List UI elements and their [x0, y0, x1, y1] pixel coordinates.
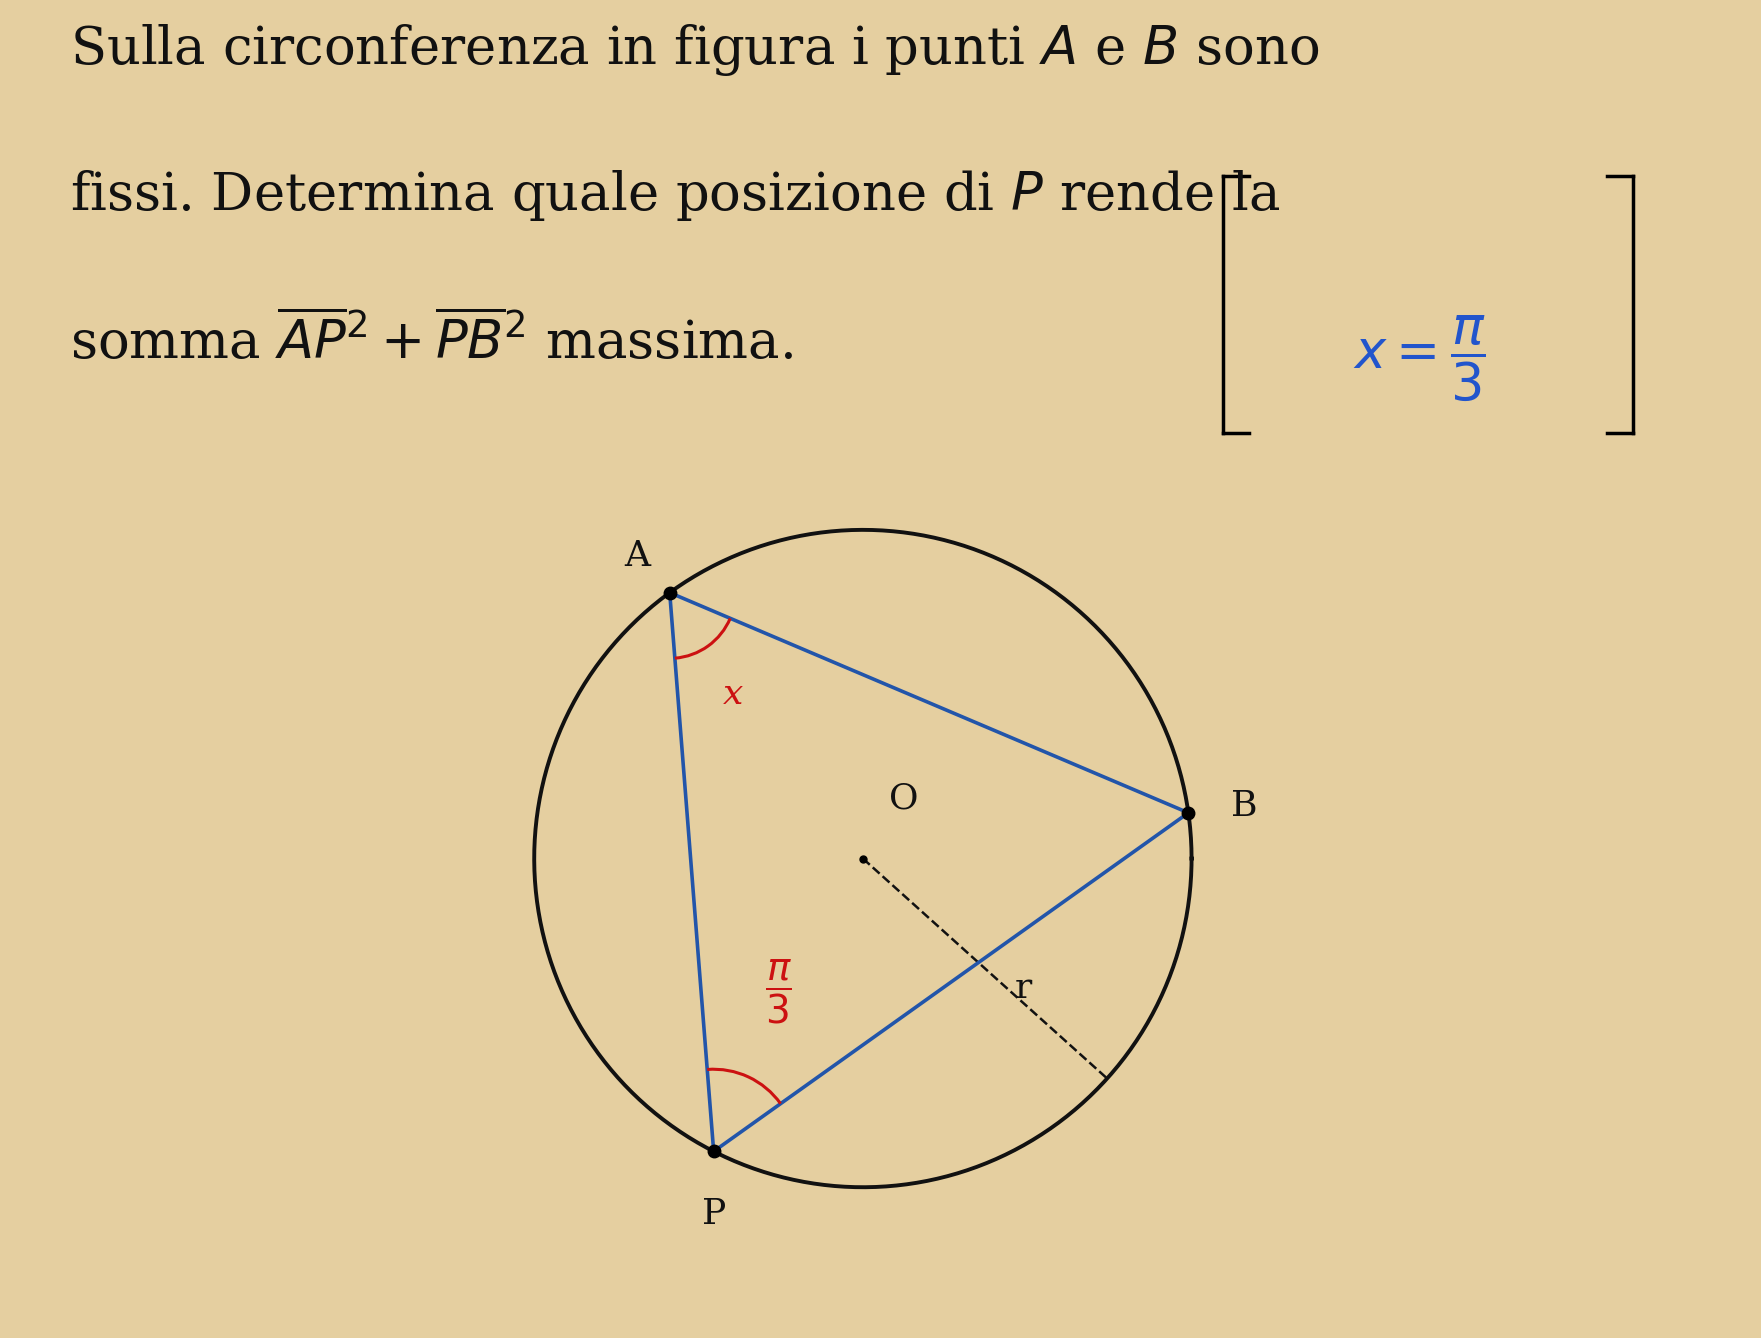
Text: $\dfrac{\pi}{3}$: $\dfrac{\pi}{3}$ [766, 958, 792, 1026]
Text: somma $\overline{AP}^2 + \overline{PB}^2$ massima.: somma $\overline{AP}^2 + \overline{PB}^2… [70, 313, 792, 371]
Text: r: r [1014, 971, 1032, 1005]
Text: x: x [722, 677, 743, 710]
Text: P: P [701, 1198, 726, 1231]
Text: O: O [889, 781, 919, 816]
Text: Sulla circonferenza in figura i punti $A$ e $B$ sono: Sulla circonferenza in figura i punti $A… [70, 21, 1319, 78]
Text: $x = \dfrac{\pi}{3}$: $x = \dfrac{\pi}{3}$ [1352, 313, 1486, 403]
Text: fissi. Determina quale posizione di $P$ rende la: fissi. Determina quale posizione di $P$ … [70, 167, 1280, 222]
Text: A: A [623, 539, 650, 573]
Text: B: B [1231, 789, 1257, 823]
